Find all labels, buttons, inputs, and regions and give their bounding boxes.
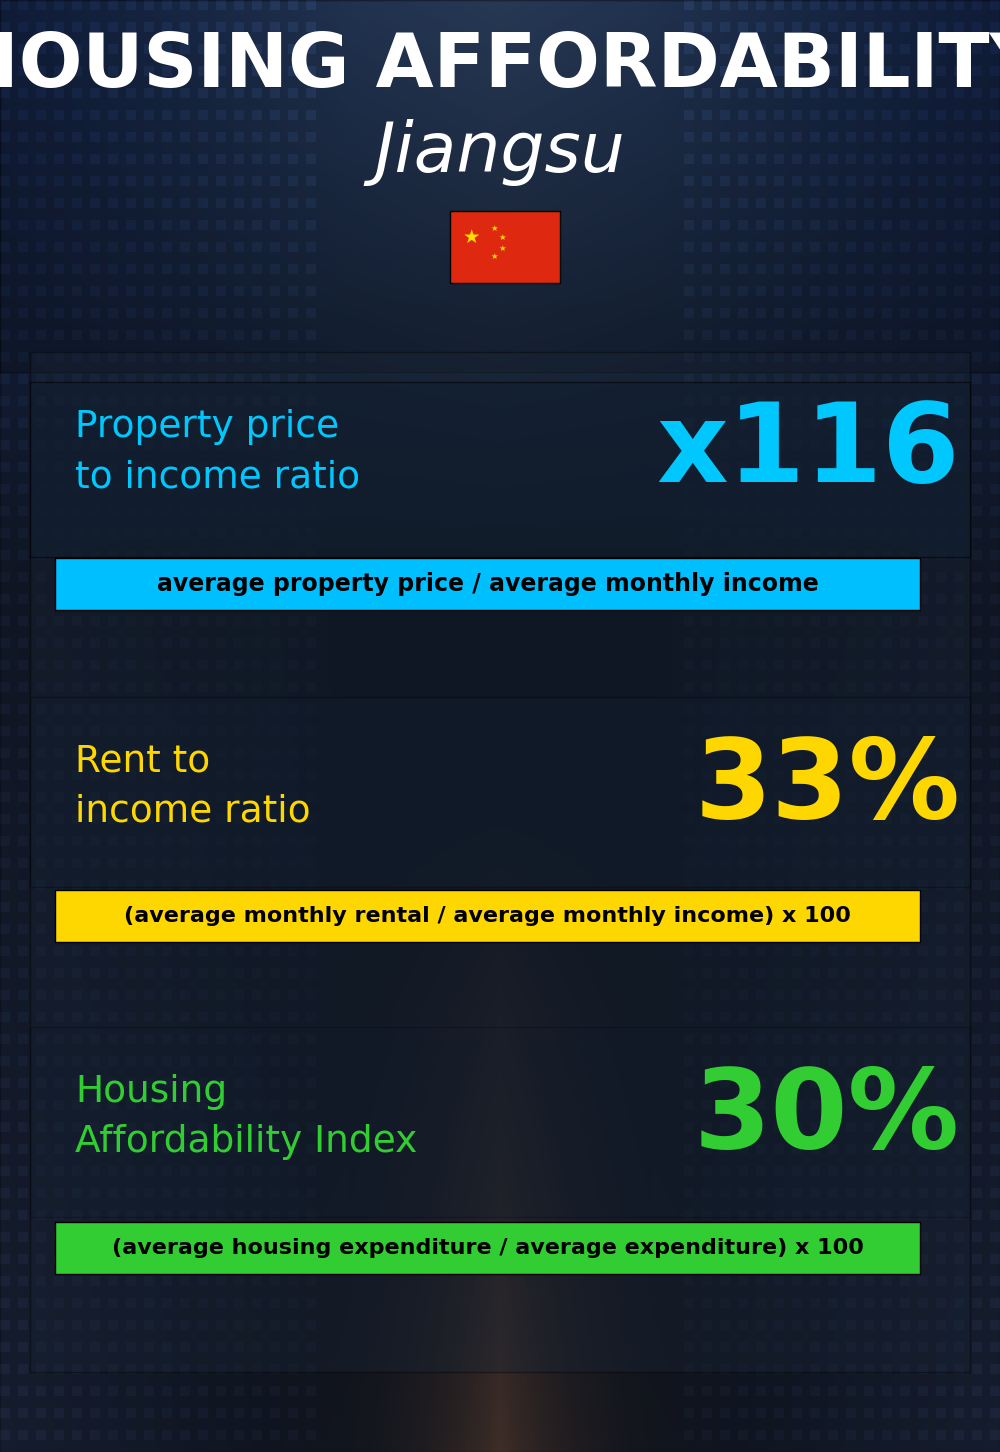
FancyBboxPatch shape [30,697,970,887]
Text: 30%: 30% [694,1063,960,1170]
Text: (average housing expenditure / average expenditure) x 100: (average housing expenditure / average e… [112,1239,863,1257]
FancyBboxPatch shape [55,890,920,942]
Text: ★: ★ [490,224,498,232]
Text: average property price / average monthly income: average property price / average monthly… [157,572,818,595]
Text: Jiangsu: Jiangsu [375,119,625,186]
Text: Housing
Affordability Index: Housing Affordability Index [75,1074,417,1160]
FancyBboxPatch shape [30,382,970,558]
FancyBboxPatch shape [30,1027,970,1217]
FancyBboxPatch shape [450,211,560,283]
FancyBboxPatch shape [30,351,970,1372]
Text: x116: x116 [656,398,960,505]
Text: Property price
to income ratio: Property price to income ratio [75,409,360,495]
FancyBboxPatch shape [55,558,920,610]
FancyBboxPatch shape [0,0,1000,372]
FancyBboxPatch shape [55,1223,920,1273]
Text: HOUSING AFFORDABILITY: HOUSING AFFORDABILITY [0,30,1000,103]
Text: ★: ★ [498,232,506,241]
Text: ★: ★ [462,228,480,247]
Text: ★: ★ [498,244,506,253]
Text: ★: ★ [490,251,498,260]
Text: (average monthly rental / average monthly income) x 100: (average monthly rental / average monthl… [124,906,851,926]
Text: Rent to
income ratio: Rent to income ratio [75,743,311,831]
Text: 33%: 33% [694,733,960,841]
